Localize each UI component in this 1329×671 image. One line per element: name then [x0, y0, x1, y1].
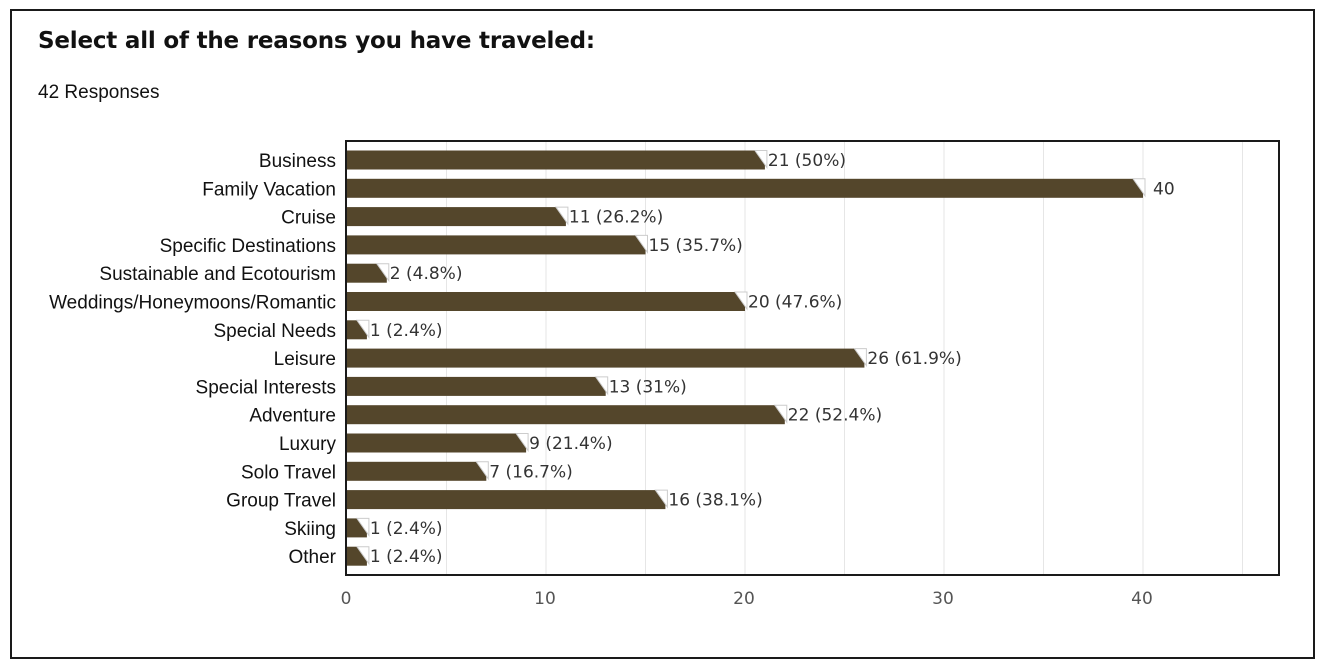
- category-label: Cruise: [281, 208, 336, 229]
- category-label: Special Needs: [213, 321, 336, 342]
- bar-callout: [1132, 178, 1146, 198]
- bar-callout: [634, 234, 648, 254]
- bar-callout: [355, 546, 370, 566]
- bar-callout: [554, 206, 569, 226]
- bar: [347, 150, 765, 170]
- bar-callout: [594, 376, 609, 396]
- bar-callout: [753, 150, 768, 170]
- bar: [347, 207, 566, 227]
- data-label: 22 (52.4%): [788, 406, 882, 426]
- chart-frame: [10, 9, 1315, 659]
- bar: [347, 292, 745, 311]
- data-label: 40: [1153, 179, 1175, 199]
- data-label: 1 (2.4%): [370, 519, 443, 539]
- bar-callout: [375, 263, 390, 283]
- category-label: Luxury: [279, 434, 337, 455]
- data-label: 2 (4.8%): [390, 264, 463, 284]
- bar-callout: [355, 517, 370, 537]
- category-label: Specific Destinations: [160, 236, 336, 257]
- bar-callout: [654, 489, 668, 509]
- bar-callout: [853, 348, 867, 368]
- value-labels: 21 (50%) 40 11 (26.2%) 15 (35.7%) 2 (4.8%) 20…: [370, 151, 1175, 567]
- category-label: Business: [259, 151, 336, 172]
- bar: [347, 178, 1143, 198]
- category-labels: Business Family Vacation Cruise Specific De…: [49, 151, 337, 568]
- data-label: 1 (2.4%): [370, 547, 443, 567]
- data-label: 1 (2.4%): [370, 321, 443, 341]
- category-label: Other: [288, 547, 336, 568]
- category-label: Family Vacation: [202, 179, 336, 200]
- category-label: Leisure: [274, 349, 336, 370]
- category-label: Solo Travel: [241, 462, 336, 483]
- category-label: Adventure: [249, 406, 336, 427]
- category-label: Weddings/Honeymoons/Romantic: [49, 293, 336, 314]
- data-label: 13 (31%): [609, 377, 687, 397]
- bar: [347, 376, 606, 396]
- bar: [347, 263, 387, 283]
- bar-callout: [734, 291, 748, 311]
- bar: [347, 461, 487, 481]
- category-label: Special Interests: [196, 377, 336, 398]
- bar: [347, 490, 666, 510]
- data-label: 26 (61.9%): [867, 349, 961, 369]
- bar-callout: [515, 433, 529, 453]
- category-label: Group Travel: [226, 491, 336, 512]
- bar: [347, 405, 785, 425]
- data-label: 15 (35.7%): [649, 236, 743, 256]
- plot-area-border: [345, 140, 1280, 576]
- bar: [347, 235, 646, 255]
- x-tick-labels: 0 10 20 30 40: [341, 589, 1153, 609]
- bar: [347, 433, 527, 453]
- bar-callout: [475, 461, 489, 481]
- data-label: 9 (21.4%): [529, 434, 613, 454]
- x-tick-label: 0: [341, 589, 352, 609]
- data-label: 16 (38.1%): [668, 491, 762, 511]
- bar: [347, 348, 865, 368]
- bars: [347, 150, 1146, 566]
- bar-callout: [773, 404, 788, 424]
- question-title: Select all of the reasons you have trave…: [38, 28, 595, 54]
- data-label: 21 (50%): [768, 151, 846, 171]
- data-label: 11 (26.2%): [569, 208, 663, 228]
- response-count: 42 Responses: [38, 82, 160, 103]
- data-label: 7 (16.7%): [489, 462, 573, 482]
- x-tick-label: 10: [534, 589, 556, 609]
- x-tick-label: 40: [1131, 589, 1153, 609]
- category-label: Skiing: [284, 519, 336, 540]
- bar-callout: [355, 319, 370, 339]
- x-tick-label: 20: [733, 589, 755, 609]
- category-label: Sustainable and Ecotourism: [99, 264, 336, 285]
- data-label: 20 (47.6%): [748, 293, 842, 313]
- x-tick-label: 30: [932, 589, 954, 609]
